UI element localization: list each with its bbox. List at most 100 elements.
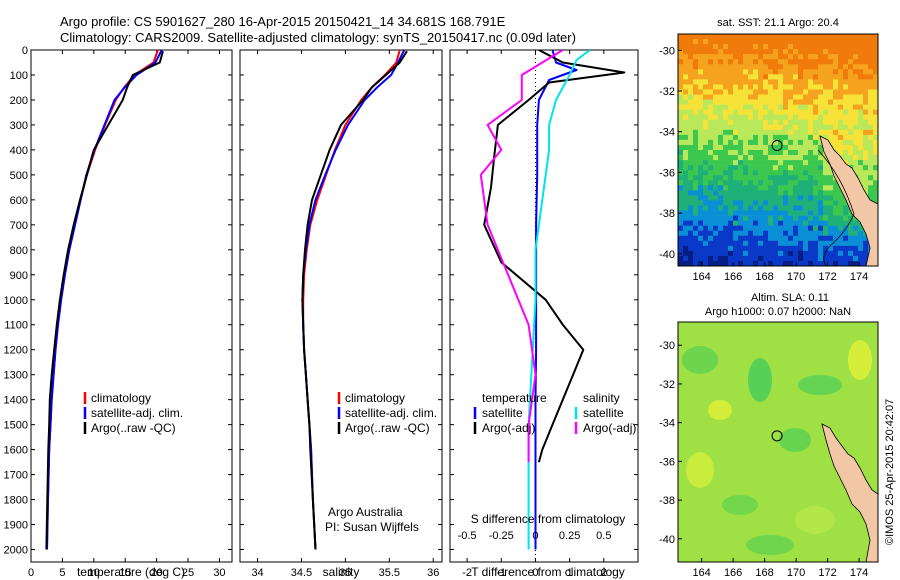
sst-cell (693, 134, 699, 141)
sst-cell (833, 124, 839, 131)
sst-cell (688, 235, 694, 242)
sst-cell (873, 59, 878, 65)
sst-cell (778, 180, 784, 186)
sst-cell (688, 155, 694, 161)
sst-cell (813, 235, 819, 242)
sst-cell (858, 230, 864, 237)
sst-cell (708, 190, 714, 196)
sst-cell (828, 240, 834, 247)
sst-cell (768, 220, 774, 226)
sst-cell (703, 79, 709, 85)
sst-cell (798, 165, 804, 171)
sst-cell (823, 109, 829, 115)
sst-cell (783, 129, 789, 136)
sst-cell (783, 210, 789, 216)
sst-cell (683, 34, 689, 40)
sst-cell (803, 180, 809, 186)
sst-cell (698, 190, 704, 196)
sst-cell (708, 114, 714, 121)
sst-cell (718, 44, 724, 50)
sla-blob (746, 535, 794, 555)
sst-cell (738, 150, 744, 156)
sst-cell (833, 235, 839, 242)
sst-cell (748, 59, 754, 65)
sst-cell (703, 139, 709, 146)
sst-cell (703, 44, 709, 50)
sst-cell (708, 195, 714, 201)
sst-cell (753, 215, 759, 221)
sst-cell (863, 235, 869, 242)
sst-cell (853, 160, 859, 166)
sst-cell (743, 34, 749, 40)
sst-cell (738, 190, 744, 196)
sst-cell (803, 200, 809, 206)
sst-cell (793, 235, 799, 242)
sst-cell (753, 144, 759, 151)
sst-cell (828, 79, 834, 85)
sst-cell (823, 84, 829, 90)
sst-cell (848, 69, 854, 75)
sst-cell (713, 144, 719, 151)
sst-cell (728, 165, 734, 171)
sst-cell (853, 155, 859, 161)
depth-tick-label: 600 (10, 195, 28, 207)
sst-cell (798, 230, 804, 237)
sst-cell (808, 44, 814, 50)
sst-cell (778, 84, 784, 90)
sst-cell (863, 129, 869, 136)
sst-cell (748, 155, 754, 161)
sst-cell (688, 84, 694, 90)
sst-cell (698, 170, 704, 176)
sst-cell (703, 205, 709, 211)
sst-cell (813, 139, 819, 146)
sst-cell (818, 64, 824, 70)
sst-map-title: sat. SST: 21.1 Argo: 20.4 (717, 17, 839, 29)
sst-cell (703, 150, 709, 156)
sst-cell (693, 49, 699, 55)
sst-cell (718, 119, 724, 126)
sst-cell (733, 64, 739, 70)
series-line-salinity-argo-adj (479, 50, 564, 463)
sst-cell (808, 114, 814, 121)
sst-cell (733, 195, 739, 201)
sst-cell (708, 260, 714, 266)
sst-cell (703, 134, 709, 141)
sst-cell (758, 175, 764, 181)
sst-cell (773, 225, 779, 231)
sst-cell (693, 114, 699, 121)
x-tick-label: 20 (151, 567, 163, 579)
sst-cell (683, 200, 689, 206)
sst-cell (758, 34, 764, 40)
sst-cell (843, 39, 849, 45)
sst-cell (728, 134, 734, 141)
sst-cell (818, 200, 824, 206)
sst-cell (708, 59, 714, 65)
sst-cell (678, 109, 684, 115)
sst-cell (758, 129, 764, 136)
sst-cell (828, 220, 834, 226)
sst-cell (768, 190, 774, 196)
sst-cell (768, 44, 774, 50)
sst-cell (848, 245, 854, 252)
sst-cell (678, 230, 684, 237)
sst-cell (753, 49, 759, 55)
sst-cell (828, 59, 834, 65)
sst-cell (778, 119, 784, 126)
sst-cell (838, 139, 844, 146)
sst-cell (693, 124, 699, 131)
sst-cell (793, 89, 799, 95)
sst-cell (808, 200, 814, 206)
sst-cell (778, 89, 784, 95)
sst-cell (813, 165, 819, 171)
sst-cell (728, 129, 734, 136)
sst-cell (738, 59, 744, 65)
sst-cell (873, 99, 878, 105)
sst-cell (713, 175, 719, 181)
sst-cell (828, 205, 834, 211)
sst-cell (743, 54, 749, 60)
sst-cell (783, 104, 789, 110)
sst-cell (733, 34, 739, 40)
sst-cell (808, 165, 814, 171)
sst-cell (858, 89, 864, 95)
sst-cell (828, 134, 834, 141)
